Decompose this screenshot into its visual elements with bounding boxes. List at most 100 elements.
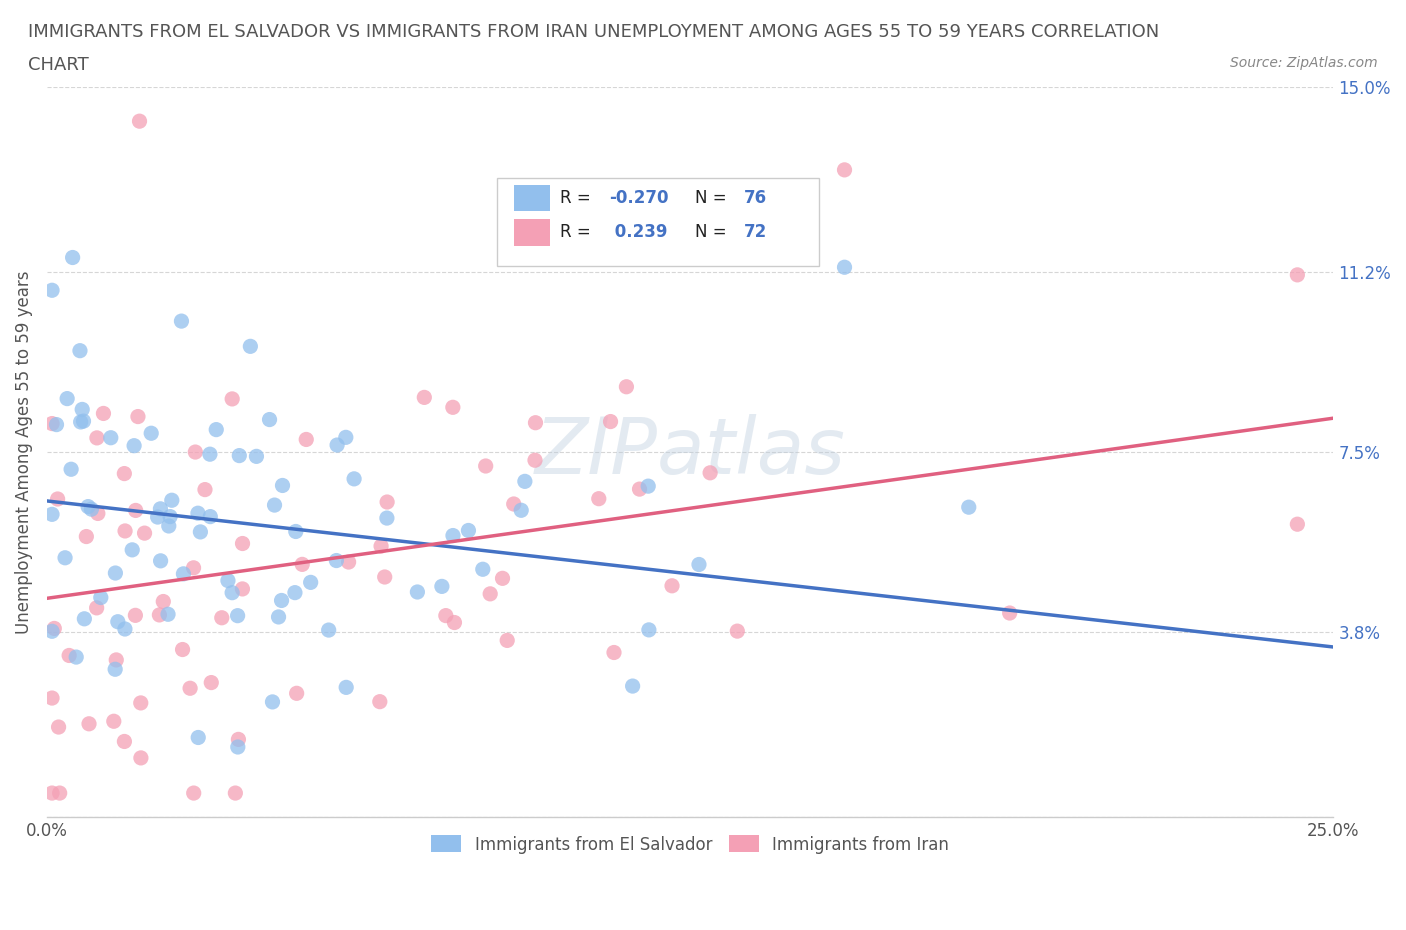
Point [262,695,284,710]
Point [65,650,87,665]
Point [112,734,135,749]
Point [259,412,281,427]
Point [157,606,180,621]
Point [211,610,233,625]
Point [616,379,638,394]
Point [105,653,128,668]
Point [413,390,436,405]
Point [457,523,479,538]
Point [124,608,146,623]
Point [295,432,318,447]
Point [285,685,308,700]
Point [46,492,69,507]
Point [1286,268,1309,283]
Point [200,675,222,690]
Point [502,497,524,512]
Point [152,594,174,609]
Text: R =: R = [560,222,596,241]
Point [205,422,228,437]
Point [226,608,249,623]
Point [53,551,76,565]
Point [834,259,856,274]
Y-axis label: Unemployment Among Ages 55 to 59 years: Unemployment Among Ages 55 to 59 years [15,271,32,634]
Point [239,339,262,353]
Point [80,501,103,516]
Point [326,438,349,453]
Point [41,786,63,801]
Point [496,633,519,648]
Point [524,453,547,468]
Point [599,414,621,429]
Point [127,409,149,424]
Point [69,415,91,430]
Point [121,542,143,557]
Text: ZIPatlas: ZIPatlas [534,414,845,490]
Point [107,615,129,630]
Point [141,426,163,441]
Point [62,250,84,265]
Point [183,786,205,801]
Point [100,431,122,445]
Point [104,662,127,677]
Point [343,472,366,486]
Point [245,449,267,464]
Point [114,621,136,636]
Point [44,621,66,636]
Text: -0.270: -0.270 [609,189,669,207]
Point [45,418,67,432]
Point [441,528,464,543]
Point [443,615,465,630]
Text: R =: R = [560,189,596,207]
Point [688,557,710,572]
Point [474,458,496,473]
Point [271,478,294,493]
Point [1286,517,1309,532]
Point [628,482,651,497]
Legend: Immigrants from El Salvador, Immigrants from Iran: Immigrants from El Salvador, Immigrants … [425,829,956,860]
Point [638,622,661,637]
Point [134,525,156,540]
Point [291,557,314,572]
Point [224,786,246,801]
Point [430,579,453,594]
Text: IMMIGRANTS FROM EL SALVADOR VS IMMIGRANTS FROM IRAN UNEMPLOYMENT AMONG AGES 55 T: IMMIGRANTS FROM EL SALVADOR VS IMMIGRANT… [28,23,1160,41]
Point [318,622,340,637]
Point [491,571,513,586]
Point [48,720,70,735]
Point [368,694,391,709]
FancyBboxPatch shape [513,185,550,211]
Point [129,751,152,765]
Point [834,163,856,178]
Point [157,519,180,534]
Point [270,593,292,608]
Text: N =: N = [696,222,733,241]
Point [41,507,63,522]
Point [661,578,683,593]
Point [603,645,626,660]
Point [183,561,205,576]
Point [172,566,194,581]
Text: Source: ZipAtlas.com: Source: ZipAtlas.com [1230,56,1378,70]
Point [41,624,63,639]
FancyBboxPatch shape [513,219,550,246]
FancyBboxPatch shape [498,179,818,266]
Point [159,509,181,524]
Point [69,343,91,358]
Text: 72: 72 [744,222,768,241]
Point [471,562,494,577]
Point [434,608,457,623]
Point [725,624,748,639]
Point [699,465,721,480]
Point [374,569,396,584]
Point [637,479,659,494]
Point [129,696,152,711]
Point [217,573,239,588]
Point [160,493,183,508]
Point [86,601,108,616]
Point [200,509,222,524]
Text: N =: N = [696,189,733,207]
Point [75,529,97,544]
Point [513,474,536,489]
Point [263,498,285,512]
Point [284,524,307,538]
